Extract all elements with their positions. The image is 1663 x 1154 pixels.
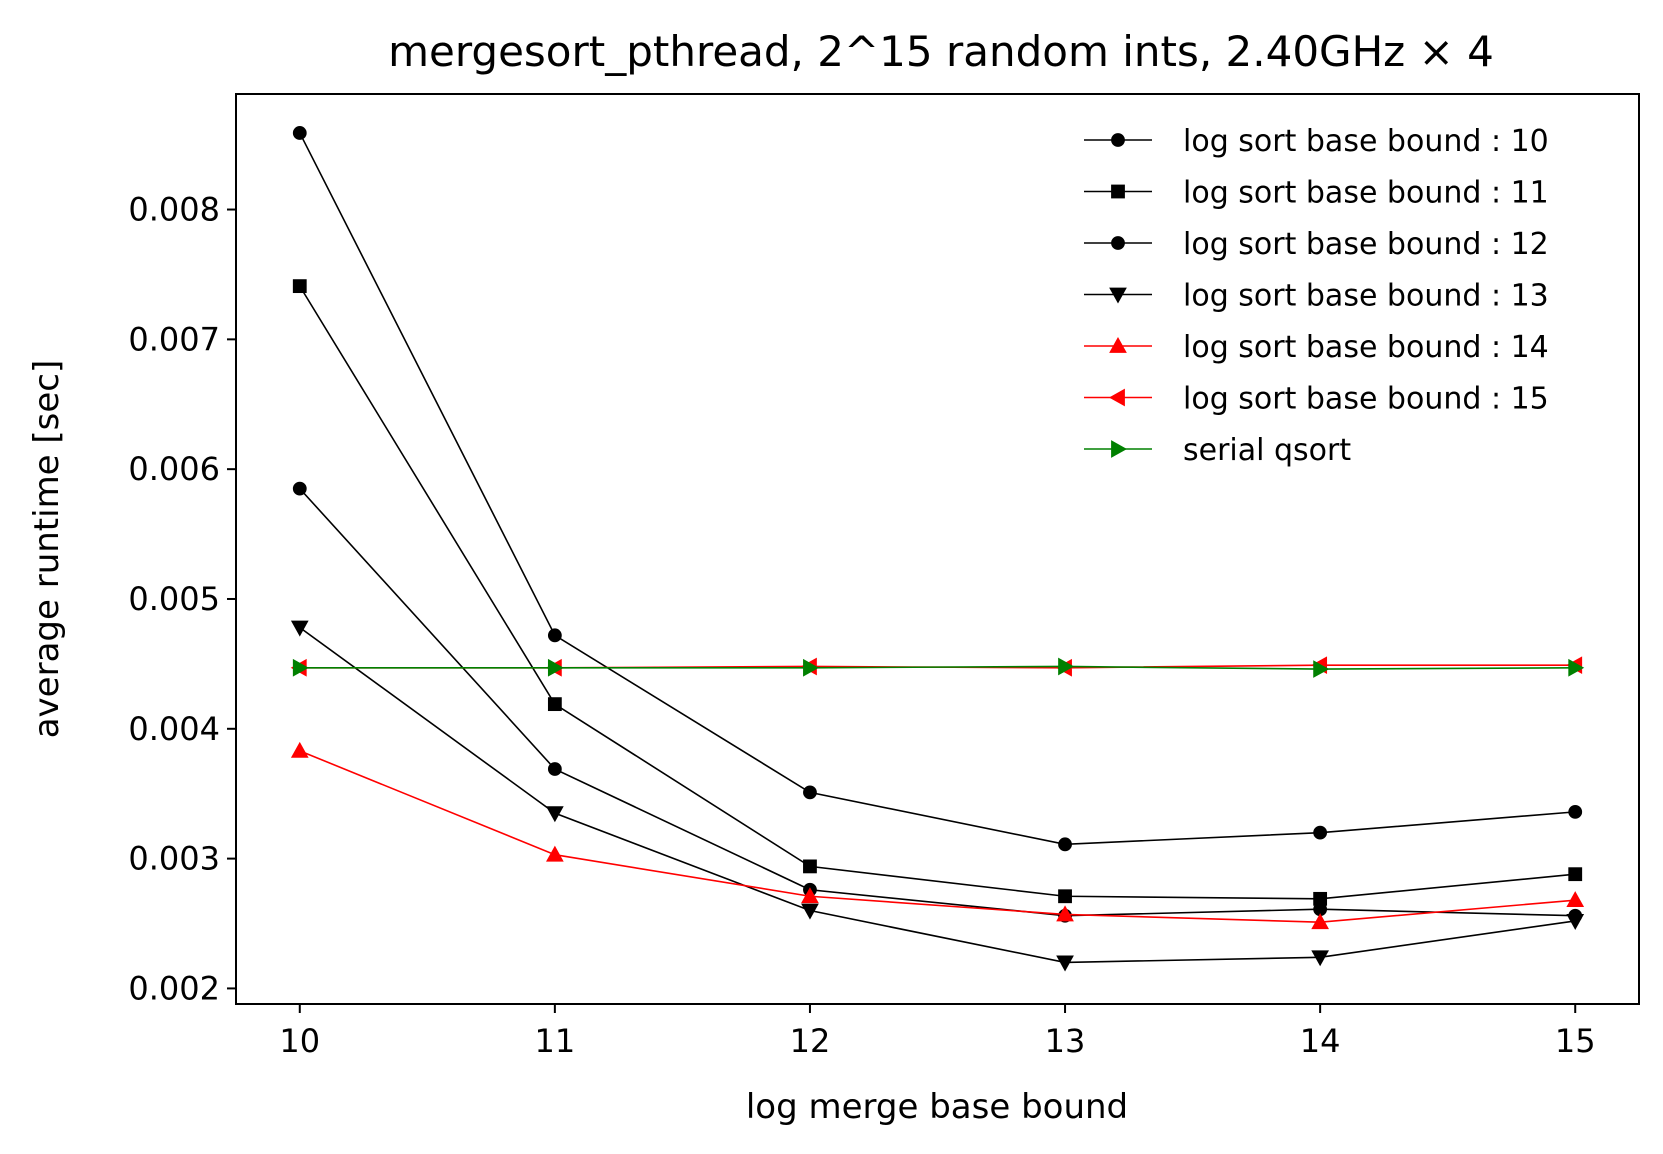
data-point [546,845,564,862]
y-tick-label: 0.006 [128,450,220,488]
legend-label: log sort base bound : 11 [1183,176,1549,211]
data-point [1058,837,1072,852]
x-tick-label: 10 [279,1022,320,1060]
data-point [292,481,307,496]
data-point [1566,914,1585,930]
series-5 [290,741,1585,930]
y-axis-label: average runtime [sec] [27,360,67,739]
series-line [299,132,1576,846]
data-point [547,697,562,712]
data-point [547,628,562,643]
data-point [803,658,819,677]
data-point [1311,950,1329,967]
legend-label: log sort base bound : 10 [1183,124,1549,159]
legend-item: log sort base bound : 15 [1084,382,1549,417]
series-1 [292,126,1583,852]
x-tick-label: 13 [1045,1022,1086,1060]
x-tick-label: 14 [1300,1022,1341,1060]
legend-label: serial qsort [1183,433,1351,468]
data-point [290,741,309,758]
data-point [547,658,564,677]
data-point [1056,955,1074,972]
y-tick-label: 0.008 [128,191,220,229]
data-point [803,785,817,800]
legend-label: log sort base bound : 15 [1183,382,1549,417]
legend-item: log sort base bound : 11 [1084,176,1549,211]
y-axis: 0.002 0.003 0.004 0.005 0.006 0.007 0.008 [128,191,236,1007]
data-point [546,806,564,823]
series-4 [290,620,1585,972]
data-point [292,126,307,140]
data-point [1568,804,1583,819]
data-point [801,903,819,920]
series-layer [290,126,1585,972]
series-7 [292,657,1585,678]
legend-item: serial qsort [1084,433,1351,468]
data-point [1568,867,1583,882]
y-tick-label: 0.002 [128,969,220,1007]
legend-item: log sort base bound : 10 [1084,124,1549,159]
data-point [1313,660,1330,678]
y-tick-label: 0.005 [128,580,220,618]
chart-title: mergesort_pthread, 2^15 random ints, 2.4… [388,27,1494,76]
data-point [1313,825,1328,840]
legend-item: log sort base bound : 14 [1084,330,1549,365]
data-point [1056,905,1074,922]
plot-area [235,93,1640,1005]
legend: log sort base bound : 10 log sort base bo… [1084,124,1549,468]
data-point [1311,913,1329,930]
series-2 [292,279,1583,906]
legend-marker [1109,336,1127,353]
x-axis: 10 11 12 13 14 15 [279,1004,1596,1060]
series-line [299,488,1576,917]
data-point [1058,889,1072,904]
series-line [299,285,1576,900]
legend-item: log sort base bound : 13 [1084,279,1549,314]
legend-marker [1111,440,1128,458]
legend-label: log sort base bound : 14 [1183,330,1549,365]
series-line [299,750,1576,924]
data-point [803,859,817,874]
y-tick-label: 0.007 [128,320,220,358]
data-point [1568,658,1585,677]
y-tick-label: 0.004 [128,710,220,748]
data-point [290,620,309,637]
series-line [299,665,1576,670]
y-tick-label: 0.003 [128,840,220,878]
plot-frame [235,93,1640,1005]
x-axis-label: log merge base bound [746,1087,1128,1127]
x-tick-label: 15 [1555,1022,1596,1060]
legend-marker [1111,184,1125,199]
data-point [801,887,819,904]
data-point [547,762,562,776]
data-point [292,279,307,294]
data-point [1058,657,1075,676]
x-tick-label: 11 [535,1022,576,1060]
data-point [292,658,309,677]
data-point [1566,891,1585,908]
legend-marker [1109,287,1127,304]
legend-marker [1111,133,1125,147]
legend-label: log sort base bound : 13 [1183,279,1549,314]
legend-item: log sort base bound : 12 [1084,227,1549,262]
legend-label: log sort base bound : 12 [1183,227,1549,262]
series-line [299,626,1576,964]
legend-marker [1111,236,1125,250]
x-tick-label: 12 [790,1022,831,1060]
legend-marker [1108,388,1125,407]
